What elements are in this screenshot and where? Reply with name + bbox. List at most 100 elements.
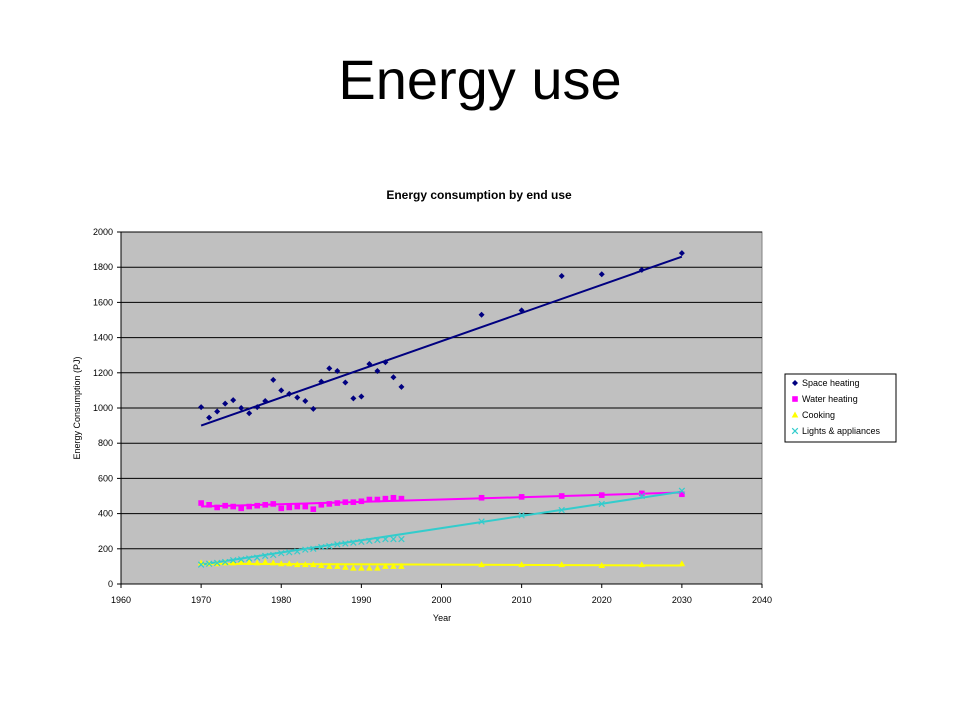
cooking-point [326, 562, 333, 569]
legend-box [784, 373, 897, 443]
x-tick-label: 2020 [592, 595, 612, 605]
water-heating-point [326, 501, 333, 507]
y-tick-label: 600 [98, 473, 113, 483]
lights-appliances-point [221, 558, 229, 566]
legend-marker [792, 380, 798, 386]
space-heating-point [294, 394, 301, 401]
cooking-point [261, 558, 269, 565]
water-heating-point [262, 502, 269, 508]
water-heating-point [334, 500, 341, 506]
cooking-point [301, 561, 309, 568]
lights-appliances-point [598, 500, 605, 508]
space-heating-point [398, 383, 405, 390]
legend-label: Space heating [802, 378, 860, 388]
lights-appliances-point [229, 557, 237, 564]
water-heating-point [390, 494, 397, 501]
space-heating-point [342, 379, 349, 386]
lights-appliances-point [342, 540, 349, 547]
lights-appliances-point [518, 512, 525, 519]
water-heating-point [366, 496, 373, 503]
x-tick-label: 1970 [191, 595, 211, 605]
cooking-point [269, 559, 277, 566]
water-heating-point [382, 495, 389, 502]
lights-appliances-point [205, 560, 213, 567]
cooking-point [390, 562, 397, 569]
cooking-point [334, 562, 341, 569]
space-heating-point [310, 405, 317, 412]
lights-appliances-point [270, 551, 277, 559]
legend-marker [791, 411, 799, 418]
cooking-point [638, 561, 646, 568]
space-heating-point [246, 410, 253, 417]
space-heating-point [318, 378, 325, 385]
lights-appliances-point [262, 552, 269, 560]
lights-appliances-point [478, 518, 485, 525]
water-heating-point [198, 500, 204, 506]
space-heating-point [678, 250, 685, 257]
legend-label: Lights & appliances [802, 426, 881, 436]
axes: 1960 1970 1980 1990 2000 2010 2020 2030 2040 0 200… [93, 227, 772, 605]
cooking-point [558, 561, 565, 568]
legend-label: Water heating [802, 394, 858, 404]
space-heating-point [638, 266, 645, 273]
water-heating-point [302, 503, 309, 510]
y-axis-title: Energy Consumption (PJ) [72, 356, 82, 459]
y-tick-label: 2000 [93, 227, 113, 237]
water-heating-point [230, 503, 236, 510]
cooking-point [382, 562, 389, 569]
water-heating-point [478, 494, 485, 501]
water-heating-point [206, 502, 212, 508]
x-tick-label: 2010 [512, 595, 532, 605]
y-tick-label: 800 [98, 438, 113, 448]
water-heating-point [342, 499, 349, 505]
gridlines [121, 231, 762, 550]
water-heating-point [286, 504, 293, 511]
lights-appliances-point [197, 561, 205, 568]
space-heating-point [350, 395, 357, 402]
space-heating-point [270, 376, 277, 383]
lights-appliances-point [318, 543, 325, 551]
space-heating-point [302, 397, 309, 404]
y-tick-label: 1800 [93, 262, 113, 272]
cooking-point [237, 558, 245, 565]
x-tick-label: 2030 [672, 595, 692, 605]
trendline [200, 255, 683, 427]
cooking-point [277, 560, 285, 567]
cooking-point [310, 561, 317, 568]
legend: Space heating Water heating Cooking Lights … [784, 373, 897, 443]
water-heating-point [214, 504, 220, 511]
lights-appliances-point [366, 537, 373, 545]
space-heating-point [478, 311, 485, 318]
cooking-point [478, 561, 485, 568]
water-heating-point [310, 506, 317, 512]
space-heating-point [286, 390, 293, 397]
lights-appliances-point [398, 535, 405, 543]
cooking-point [229, 559, 237, 566]
slide-title: Energy use [338, 48, 622, 111]
cooking-point [358, 564, 365, 571]
water-heating-point [518, 494, 525, 500]
lights-appliances-point [294, 548, 301, 555]
space-heating-point [326, 365, 333, 372]
water-heating-point [246, 503, 252, 510]
water-heating-point [222, 502, 228, 509]
water-heating-point [294, 503, 301, 510]
water-heating-point [358, 498, 365, 505]
lights-appliances-point [678, 487, 686, 494]
y-tick-label: 1200 [93, 368, 113, 378]
space-heating-point [382, 359, 389, 366]
lights-appliances-point [286, 549, 293, 556]
lights-appliances-point [390, 535, 397, 543]
lights-appliances-point [245, 555, 253, 562]
lights-appliances-point [334, 541, 341, 548]
lights-appliances-point [350, 539, 357, 546]
cooking-point [350, 564, 357, 571]
space-heating-point [238, 405, 245, 411]
x-tick-label: 1990 [351, 595, 371, 605]
space-heating-point [334, 368, 341, 375]
lights-appliances-point [310, 545, 317, 553]
space-heating-point [598, 271, 605, 278]
space-heating-point [558, 273, 565, 279]
water-heating-point [278, 505, 285, 512]
